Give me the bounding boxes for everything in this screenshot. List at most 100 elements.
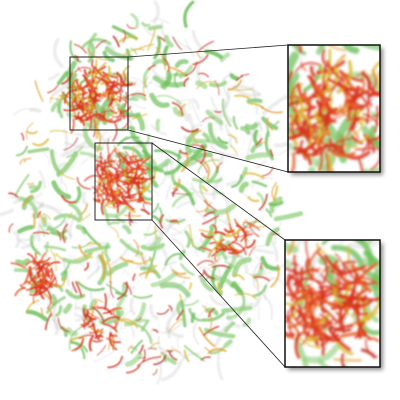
streak	[139, 266, 162, 279]
streak	[191, 177, 223, 184]
streak	[94, 159, 106, 165]
streak	[266, 117, 274, 131]
streak	[0, 208, 15, 217]
streak	[223, 339, 233, 348]
streak	[113, 189, 125, 194]
streak	[171, 269, 187, 275]
streak	[189, 187, 217, 196]
streak	[119, 80, 124, 93]
streak	[20, 132, 25, 141]
streak	[122, 105, 132, 113]
streak	[107, 147, 117, 163]
streak	[153, 224, 164, 241]
streak	[55, 305, 63, 317]
streak	[183, 299, 199, 307]
streak	[50, 284, 64, 292]
streak	[26, 280, 47, 287]
streak	[214, 80, 220, 96]
streak	[132, 294, 153, 299]
streak	[153, 354, 167, 366]
streak	[78, 334, 93, 339]
streak	[261, 293, 274, 321]
streak	[83, 74, 98, 90]
streak	[118, 74, 122, 83]
streak	[134, 157, 148, 175]
streak	[199, 246, 212, 252]
streak	[102, 323, 118, 333]
streak	[228, 222, 238, 242]
streak	[232, 274, 245, 281]
streak	[173, 181, 196, 206]
streak	[112, 308, 120, 321]
streak	[128, 211, 134, 223]
streak	[71, 98, 76, 111]
streak	[122, 170, 138, 186]
streak	[19, 158, 26, 165]
streak	[70, 118, 75, 134]
streak	[228, 88, 253, 91]
streak	[17, 224, 34, 234]
streak	[38, 170, 47, 189]
streak	[254, 275, 270, 282]
streamlines	[0, 0, 304, 385]
streak	[42, 213, 51, 220]
streak	[123, 214, 142, 217]
streak	[62, 303, 73, 314]
streak	[40, 203, 64, 217]
streak	[74, 338, 84, 351]
streak	[221, 98, 232, 127]
streak	[145, 264, 158, 279]
streak	[209, 294, 228, 307]
streak	[112, 115, 132, 118]
streak	[46, 266, 50, 278]
streak	[46, 307, 53, 318]
streak	[39, 224, 46, 237]
streak	[114, 150, 121, 170]
streak	[211, 223, 217, 232]
streak	[217, 136, 229, 145]
streak	[105, 206, 128, 218]
streak	[96, 117, 113, 122]
streak	[41, 252, 47, 263]
streak	[140, 319, 150, 332]
streak	[71, 281, 78, 294]
streak	[104, 82, 114, 95]
streak	[142, 356, 162, 363]
streak	[123, 171, 130, 183]
streak	[192, 319, 200, 345]
streak	[114, 215, 126, 224]
streak	[120, 318, 139, 329]
streak	[230, 174, 243, 188]
streak	[203, 327, 236, 339]
streak	[113, 107, 122, 113]
streak	[75, 224, 87, 235]
streak	[268, 237, 279, 262]
streak	[180, 263, 195, 276]
streak	[131, 94, 147, 101]
streak	[162, 45, 169, 66]
streak	[260, 106, 284, 114]
streak	[37, 262, 50, 279]
streak	[14, 286, 26, 297]
streak	[220, 247, 237, 252]
streak	[48, 72, 60, 81]
streak	[163, 57, 170, 73]
streak	[207, 307, 215, 318]
streak	[49, 149, 61, 175]
streak	[147, 160, 159, 188]
streak	[265, 124, 271, 137]
streak	[51, 180, 72, 200]
streak	[60, 140, 88, 158]
streak	[86, 265, 102, 280]
streak	[161, 217, 183, 236]
streak	[30, 266, 37, 270]
streak	[130, 339, 143, 354]
streak	[232, 86, 262, 98]
streak	[265, 208, 273, 218]
streak	[63, 141, 91, 149]
streak	[110, 158, 113, 167]
streak	[271, 181, 278, 203]
streak	[191, 124, 204, 129]
streak	[258, 193, 268, 211]
